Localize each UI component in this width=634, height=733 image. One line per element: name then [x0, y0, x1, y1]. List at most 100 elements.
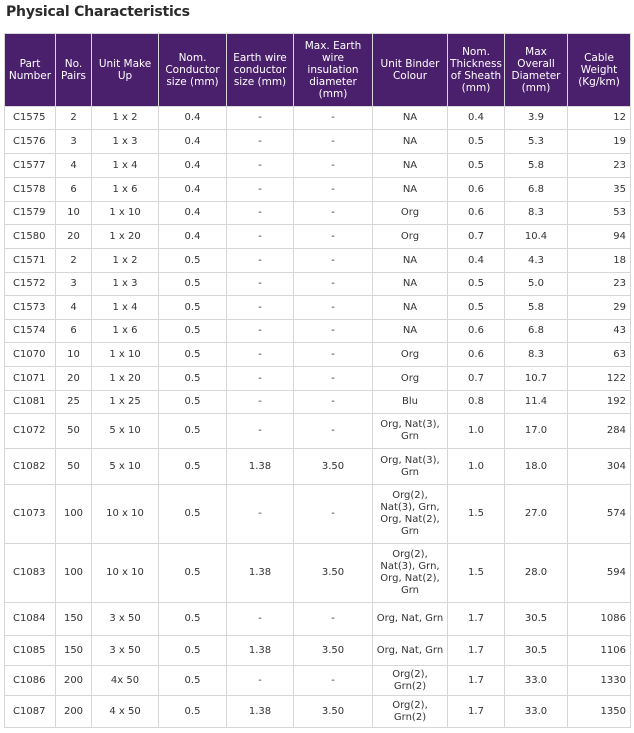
table-cell: Org [372, 342, 448, 367]
table-cell: NA [372, 272, 448, 296]
column-header: Max. Earth wire insulation diameter (mm) [293, 33, 373, 107]
table-cell: 19 [567, 129, 631, 154]
table-cell: 3.50 [293, 543, 373, 603]
table-cell: C1087 [4, 695, 56, 728]
table-cell: 0.4 [158, 106, 227, 130]
table-cell: 0.4 [158, 224, 227, 249]
table-cell: 0.5 [158, 248, 227, 273]
table-cell: - [226, 106, 294, 130]
table-cell: C1070 [4, 342, 56, 367]
table-cell: 1 x 2 [91, 106, 159, 130]
table-cell: - [226, 366, 294, 391]
table-cell: 3 [55, 129, 92, 154]
table-cell: 0.5 [158, 390, 227, 414]
table-cell: 1 x 6 [91, 319, 159, 343]
table-cell: - [226, 295, 294, 320]
table-cell: 5.8 [504, 153, 568, 178]
table-cell: 3.50 [293, 695, 373, 728]
table-row: C1578 6 1 x 6 0.4- - NA 0.6 6.8 35 [4, 177, 631, 202]
table-body: C1575 2 1 x 2 0.4- - NA 0.4 3.9 12 C1576 3 1 x 3 0.4… [4, 106, 631, 728]
table-cell: 0.5 [447, 129, 505, 154]
table-cell: 50 [55, 413, 92, 449]
table-cell: C1081 [4, 390, 56, 414]
table-cell: - [293, 602, 373, 636]
table-cell: 1.0 [447, 448, 505, 485]
table-cell: C1071 [4, 366, 56, 391]
table-cell: 8.3 [504, 201, 568, 225]
table-cell: C1575 [4, 106, 56, 130]
table-cell: 1 x 4 [91, 153, 159, 178]
table-cell: - [293, 665, 373, 696]
table-row: C1081 25 1 x 25 0.5- - Blu 0.8 11.4 192 [4, 390, 631, 414]
table-cell: - [293, 366, 373, 391]
table-cell: 1.7 [447, 665, 505, 696]
table-cell: - [293, 106, 373, 130]
table-cell: 1.38 [226, 448, 294, 485]
table-cell: 0.4 [158, 129, 227, 154]
table-cell: NA [372, 106, 448, 130]
table-cell: 1.7 [447, 602, 505, 636]
table-row: C1071 20 1 x 20 0.5- - Org 0.7 10.7 122 [4, 366, 631, 391]
table-cell: 28.0 [504, 543, 568, 603]
table-cell: 1.0 [447, 413, 505, 449]
table-cell: 200 [55, 695, 92, 728]
table-cell: 2 [55, 248, 92, 273]
table-cell: Org [372, 224, 448, 249]
table-cell: 0.5 [158, 448, 227, 485]
table-cell: 23 [567, 153, 631, 178]
table-cell: 1 x 3 [91, 272, 159, 296]
table-cell: Org [372, 201, 448, 225]
table-cell: NA [372, 248, 448, 273]
table-cell: 10 x 10 [91, 543, 159, 603]
table-row: C1573 4 1 x 4 0.5- - NA 0.5 5.8 29 [4, 295, 631, 320]
table-cell: Org, Nat, Grn [372, 635, 448, 666]
table-cell: 5 x 10 [91, 448, 159, 485]
table-cell: 0.5 [158, 319, 227, 343]
table-cell: 0.5 [158, 295, 227, 320]
table-cell: - [226, 602, 294, 636]
table-cell: 30.5 [504, 602, 568, 636]
table-cell: 0.5 [447, 295, 505, 320]
table-cell: 594 [567, 543, 631, 603]
table-cell: 50 [55, 448, 92, 485]
page-title: Physical Characteristics [6, 4, 190, 20]
table-cell: 4 [55, 295, 92, 320]
table-cell: 0.5 [158, 602, 227, 636]
table-cell: NA [372, 319, 448, 343]
table-cell: 0.4 [158, 201, 227, 225]
column-header: No. Pairs [55, 33, 92, 107]
table-cell: 1.38 [226, 543, 294, 603]
table-cell: 0.6 [447, 342, 505, 367]
table-cell: 0.4 [447, 248, 505, 273]
table-cell: 0.7 [447, 224, 505, 249]
table-cell: - [293, 295, 373, 320]
table-cell: 3.9 [504, 106, 568, 130]
table-cell: 192 [567, 390, 631, 414]
table-cell: 17.0 [504, 413, 568, 449]
table-cell: - [293, 413, 373, 449]
table-cell: C1084 [4, 602, 56, 636]
table-cell: 0.5 [447, 153, 505, 178]
table-cell: 43 [567, 319, 631, 343]
table-cell: - [226, 201, 294, 225]
table-cell: - [293, 390, 373, 414]
table-cell: 150 [55, 602, 92, 636]
table-cell: 23 [567, 272, 631, 296]
table-cell: 4 [55, 153, 92, 178]
table-cell: - [293, 224, 373, 249]
table-cell: 100 [55, 484, 92, 544]
table-cell: 1086 [567, 602, 631, 636]
table-cell: 20 [55, 366, 92, 391]
table-cell: 1 x 2 [91, 248, 159, 273]
table-cell: - [226, 484, 294, 544]
table-cell: - [293, 484, 373, 544]
table-cell: C1083 [4, 543, 56, 603]
table-cell: 1.7 [447, 635, 505, 666]
table-row: C1577 4 1 x 4 0.4- - NA 0.5 5.8 23 [4, 153, 631, 178]
table-cell: C1577 [4, 153, 56, 178]
table-row: C1083 100 10 x 10 0.5 1.38 3.50 Org(2), Nat(3)… [4, 543, 631, 603]
table-cell: Org, Nat(3), Grn [372, 448, 448, 485]
table-cell: C1086 [4, 665, 56, 696]
column-header: Unit Make Up [91, 33, 159, 107]
table-cell: 2 [55, 106, 92, 130]
